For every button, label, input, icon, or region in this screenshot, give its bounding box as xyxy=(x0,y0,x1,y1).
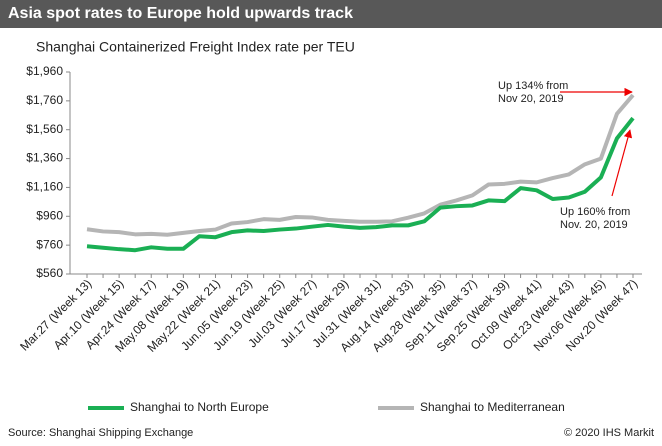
annotation: Nov 20, 2019 xyxy=(498,93,563,105)
y-tick-label: $1,960 xyxy=(26,64,63,78)
annotation-arrow xyxy=(611,129,633,197)
series-line xyxy=(86,116,635,253)
y-tick-label: $1,360 xyxy=(26,151,63,165)
y-tick-label: $1,560 xyxy=(26,122,63,136)
legend-label: Shanghai to North Europe xyxy=(130,400,269,414)
credit: © 2020 IHS Markit xyxy=(564,427,654,439)
header-bar xyxy=(0,0,662,28)
y-tick-label: $760 xyxy=(36,237,63,251)
source: Source: Shanghai Shipping Exchange xyxy=(8,427,193,439)
legend-label: Shanghai to Mediterranean xyxy=(420,400,565,414)
series-line xyxy=(86,93,635,237)
y-tick-label: $1,160 xyxy=(26,180,63,194)
y-tick-label: $960 xyxy=(36,208,63,222)
chart-title: Asia spot rates to Europe hold upwards t… xyxy=(8,5,353,22)
y-tick-label: $560 xyxy=(36,266,63,280)
annotation: Up 134% from xyxy=(498,80,568,92)
annotation: Up 160% from xyxy=(560,206,630,218)
y-tick-label: $1,760 xyxy=(26,93,63,107)
annotation: Nov. 20, 2019 xyxy=(560,219,628,231)
chart-subtitle: Shanghai Containerized Freight Index rat… xyxy=(36,39,355,55)
